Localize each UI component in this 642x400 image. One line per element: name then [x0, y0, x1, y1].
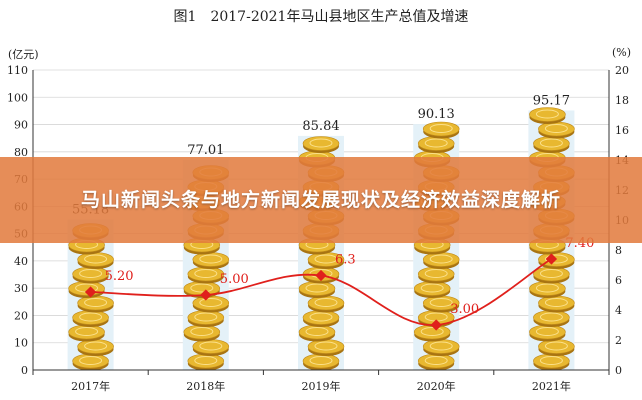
- left-tick-label: 0: [21, 364, 28, 377]
- left-tick-label: 40: [14, 255, 28, 268]
- right-axis-unit: (%): [612, 46, 631, 59]
- line-value-label: 5.20: [105, 269, 134, 284]
- right-tick-label: 16: [615, 124, 629, 137]
- left-tick-label: 30: [14, 282, 28, 295]
- right-tick-label: 4: [615, 304, 622, 317]
- chart-title: 图1 2017-2021年马山县地区生产总值及增速: [174, 9, 469, 25]
- right-tick-label: 20: [615, 64, 629, 77]
- left-tick-label: 110: [7, 64, 28, 77]
- x-tick-label: 2017年: [71, 379, 110, 393]
- line-point: [200, 289, 212, 301]
- line-point: [430, 319, 442, 331]
- right-tick-label: 8: [615, 244, 622, 257]
- line-value-label: 3.00: [450, 302, 479, 317]
- left-tick-label: 100: [7, 91, 28, 104]
- left-tick-label: 90: [14, 119, 28, 132]
- x-tick-label: 2020年: [417, 379, 456, 393]
- right-tick-label: 18: [615, 94, 629, 107]
- bar-value-label: 95.17: [533, 93, 570, 108]
- left-axis-unit: (亿元): [8, 48, 39, 61]
- right-tick-label: 2: [615, 334, 622, 347]
- x-tick-label: 2018年: [186, 379, 225, 393]
- left-tick-label: 80: [14, 146, 28, 159]
- bar-value-label: 77.01: [187, 143, 224, 158]
- x-tick-label: 2019年: [302, 379, 341, 393]
- left-tick-label: 20: [14, 309, 28, 322]
- bar-value-label: 85.84: [302, 119, 339, 134]
- line-point: [315, 269, 327, 282]
- headline-text: 马山新闻头条与地方新闻发展现状及经济效益深度解析: [80, 189, 561, 211]
- line-point: [545, 253, 558, 265]
- line-value-label: 5.00: [220, 272, 249, 287]
- right-tick-label: 0: [615, 364, 622, 377]
- right-tick-label: 6: [615, 274, 622, 287]
- left-tick-label: 10: [14, 337, 28, 350]
- line-value-label: 6.3: [335, 253, 356, 268]
- x-tick-label: 2021年: [532, 379, 571, 393]
- bar-value-label: 90.13: [418, 107, 455, 122]
- headline-banner[interactable]: 马山新闻头条与地方新闻发展现状及经济效益深度解析: [0, 157, 642, 243]
